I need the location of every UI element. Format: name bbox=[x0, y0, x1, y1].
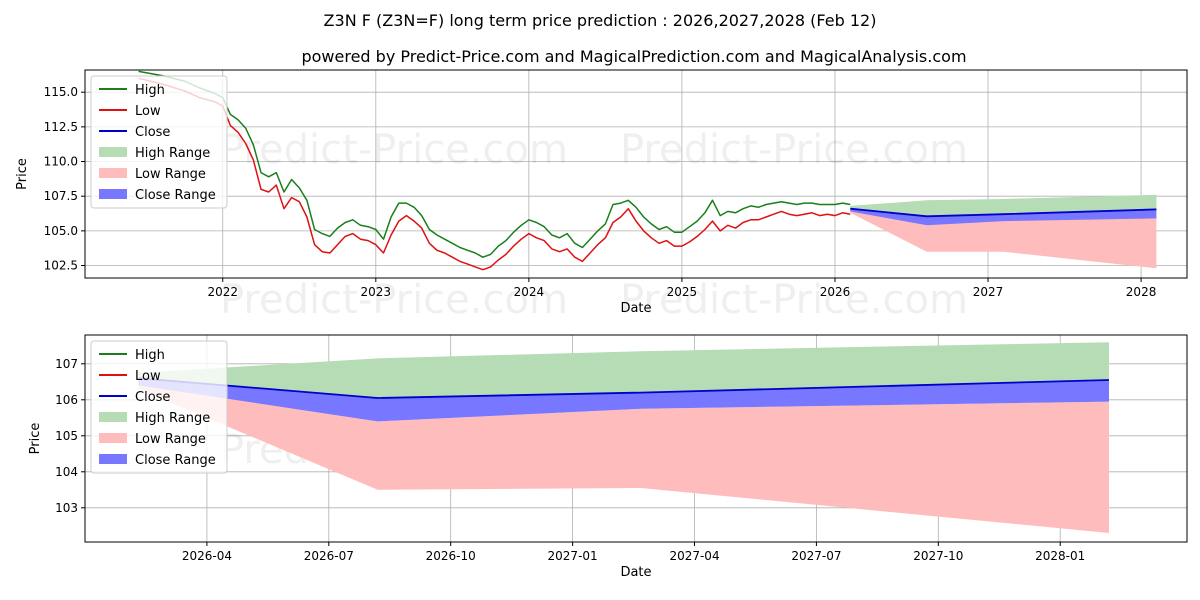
plot-area bbox=[138, 342, 1110, 533]
y-axis-label: Price bbox=[28, 423, 43, 455]
low-line bbox=[138, 77, 851, 271]
y-tick-label: 107 bbox=[55, 357, 78, 371]
y-tick-label: 105 bbox=[55, 429, 78, 443]
legend-label-high: High bbox=[135, 83, 165, 98]
legend: High Low Close High Range Low Range Close Ran… bbox=[90, 75, 228, 209]
x-tick-label: 2028 bbox=[1126, 285, 1157, 299]
x-tick-label: 2026-07 bbox=[304, 549, 354, 563]
high-line bbox=[138, 70, 851, 258]
watermark-text: Predict-Price.com bbox=[620, 127, 968, 173]
close-range-band bbox=[850, 208, 1157, 226]
legend-label-close: Close bbox=[135, 390, 170, 405]
chart-panel-1: Predict-Price.com Predict-Price.com Predic… bbox=[15, 69, 1188, 323]
x-tick-label: 2027-04 bbox=[669, 549, 719, 563]
legend-label-high: High bbox=[135, 348, 165, 363]
x-axis: 2026-04 2026-07 2026-10 2027-01 2027-04 2027-… bbox=[182, 542, 1085, 563]
y-tick-label: 106 bbox=[55, 393, 78, 407]
legend: High Low Close High Range Low Range Close Ran… bbox=[90, 340, 228, 474]
watermark-text: Predict-Price.com bbox=[220, 127, 568, 173]
x-tick-label: 2027-07 bbox=[791, 549, 841, 563]
chart-panel-2: Predict-Price.comPredict-Price.com2026-0… bbox=[28, 334, 1188, 580]
x-tick-label: 2025 bbox=[667, 285, 698, 299]
y-axis: 102.5 105.0 107.5 110.0 112.5 115.0 bbox=[44, 85, 85, 273]
legend-swatch-high-range bbox=[99, 412, 127, 422]
x-tick-label: 2026-04 bbox=[182, 549, 232, 563]
x-tick-label: 2023 bbox=[361, 285, 392, 299]
chart-subtitle: powered by Predict-Price.com and Magical… bbox=[301, 47, 966, 66]
plot-frame bbox=[84, 69, 1188, 279]
watermark-text: Predict-Price.com bbox=[220, 277, 568, 323]
y-tick-label: 104 bbox=[55, 465, 78, 479]
legend-swatch-close-range bbox=[99, 189, 127, 199]
plot-area bbox=[138, 70, 1157, 271]
legend-label-high-range: High Range bbox=[135, 146, 210, 161]
close-range-band bbox=[138, 378, 1110, 422]
x-tick-label: 2024 bbox=[514, 285, 545, 299]
legend-label-close: Close bbox=[135, 125, 170, 140]
x-tick-label: 2027-10 bbox=[913, 549, 963, 563]
high-range-band bbox=[138, 342, 1110, 398]
legend-label-close-range: Close Range bbox=[135, 453, 216, 468]
x-tick-label: 2026-10 bbox=[426, 549, 476, 563]
y-tick-label: 107.5 bbox=[44, 189, 78, 203]
watermarks: Predict-Price.com Predict-Price.com Predic… bbox=[220, 127, 968, 323]
plot-frame bbox=[84, 334, 1188, 543]
low-range-band bbox=[138, 381, 1110, 533]
close-forecast-line bbox=[138, 377, 1110, 399]
x-axis: 2022 2023 2024 2025 2026 2027 2028 bbox=[207, 278, 1156, 299]
y-axis-label: Price bbox=[15, 158, 30, 190]
y-tick-label: 105.0 bbox=[44, 224, 78, 238]
x-axis-label: Date bbox=[620, 301, 651, 316]
legend-label-close-range: Close Range bbox=[135, 188, 216, 203]
x-tick-label: 2028-01 bbox=[1035, 549, 1085, 563]
legend-label-low: Low bbox=[135, 104, 161, 119]
watermark-text: Predict-Price.com bbox=[620, 277, 968, 323]
legend-label-low: Low bbox=[135, 369, 161, 384]
legend-swatch-close-range bbox=[99, 454, 127, 464]
y-tick-label: 102.5 bbox=[44, 259, 78, 273]
y-tick-label: 112.5 bbox=[44, 120, 78, 134]
x-tick-label: 2026 bbox=[820, 285, 851, 299]
legend-label-low-range: Low Range bbox=[135, 432, 206, 447]
legend-swatch-high-range bbox=[99, 147, 127, 157]
x-axis-label: Date bbox=[620, 565, 651, 580]
close-forecast-line bbox=[850, 207, 1157, 218]
high-range-band bbox=[850, 194, 1157, 217]
y-tick-label: 110.0 bbox=[44, 155, 78, 169]
y-axis: 103 104 105 106 107 bbox=[55, 357, 85, 515]
legend-label-high-range: High Range bbox=[135, 411, 210, 426]
x-tick-label: 2027 bbox=[973, 285, 1004, 299]
y-tick-label: 115.0 bbox=[44, 85, 78, 99]
legend-label-low-range: Low Range bbox=[135, 167, 206, 182]
chart-title: Z3N F (Z3N=F) long term price prediction… bbox=[324, 11, 877, 30]
y-tick-label: 103 bbox=[55, 501, 78, 515]
low-range-band bbox=[850, 210, 1157, 269]
legend-swatch-low-range bbox=[99, 168, 127, 178]
legend-swatch-low-range bbox=[99, 433, 127, 443]
x-tick-label: 2027-01 bbox=[548, 549, 598, 563]
x-tick-label: 2022 bbox=[207, 285, 238, 299]
